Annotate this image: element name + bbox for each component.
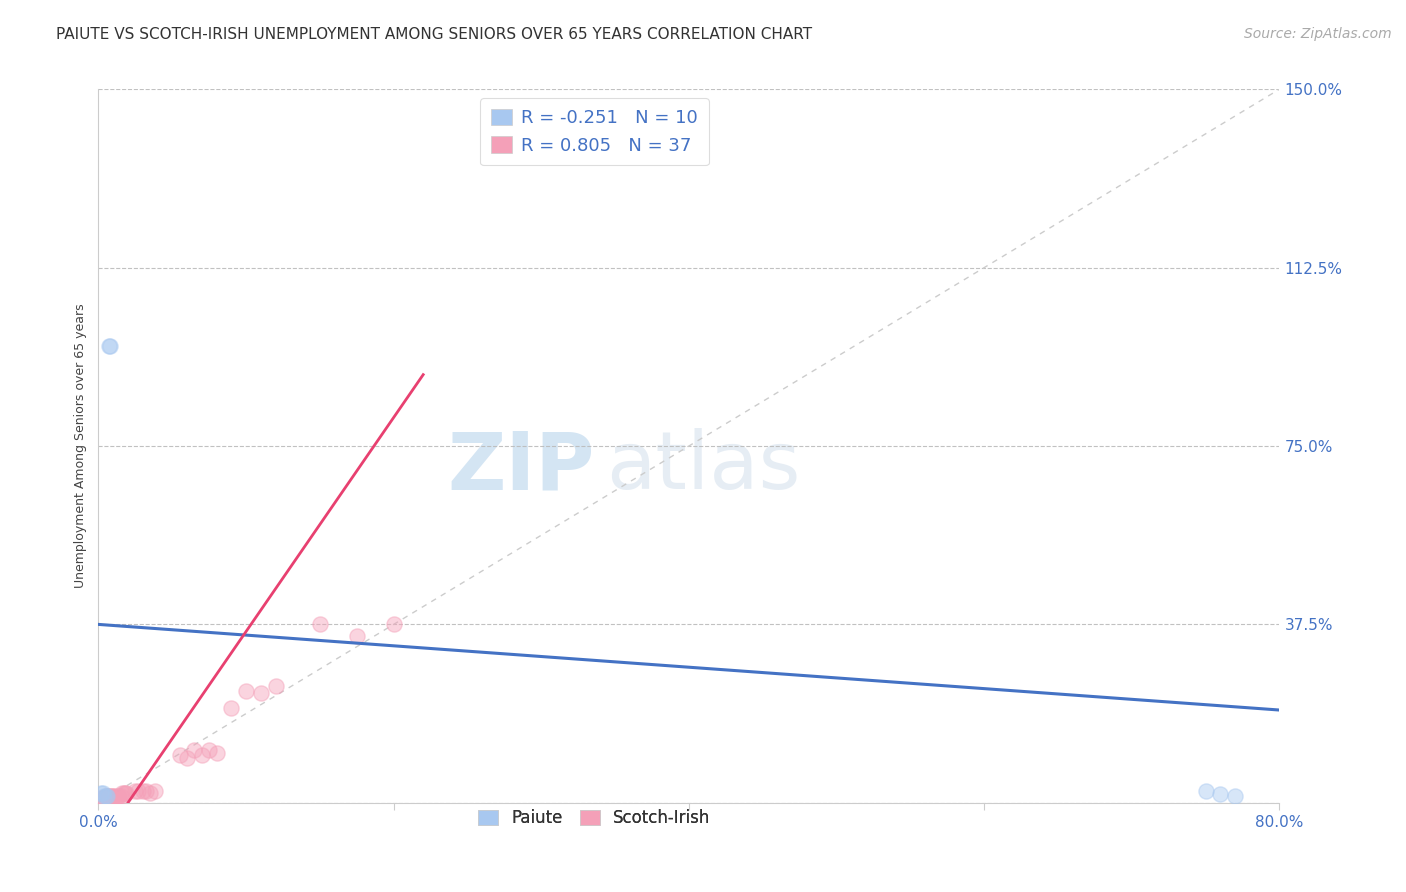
Text: ZIP: ZIP (447, 428, 595, 507)
Point (115, 786, 138, 800)
Legend: Paiute, Scotch-Irish: Paiute, Scotch-Irish (472, 803, 717, 834)
Point (132, 784, 155, 798)
Point (93, 789, 115, 803)
Point (97, 789, 120, 803)
Text: PAIUTE VS SCOTCH-IRISH UNEMPLOYMENT AMONG SENIORS OVER 65 YEARS CORRELATION CHAR: PAIUTE VS SCOTCH-IRISH UNEMPLOYMENT AMON… (56, 27, 813, 42)
Point (235, 684, 257, 698)
Point (90, 786, 112, 800)
Text: Source: ZipAtlas.com: Source: ZipAtlas.com (1244, 27, 1392, 41)
Point (176, 750, 198, 764)
Point (346, 629, 368, 643)
Point (112, 786, 135, 800)
Point (124, 784, 146, 798)
Point (139, 786, 162, 800)
Point (91, 786, 114, 800)
Point (108, 789, 131, 803)
Point (205, 746, 228, 760)
Point (382, 617, 405, 632)
Point (191, 748, 214, 763)
Point (143, 784, 166, 798)
Point (110, 789, 132, 803)
Point (93, 791, 115, 805)
Point (111, 786, 134, 800)
Text: atlas: atlas (606, 428, 800, 507)
Point (221, 700, 243, 714)
Point (1225, 789, 1247, 803)
Point (90, 791, 112, 805)
Point (97, 339, 120, 353)
Point (100, 789, 122, 803)
Point (127, 784, 149, 798)
Point (183, 743, 205, 757)
Point (104, 789, 127, 803)
Point (94, 789, 117, 803)
Point (198, 743, 221, 757)
Point (107, 789, 129, 803)
Point (94, 789, 117, 803)
Point (309, 617, 332, 632)
Point (96, 789, 118, 803)
Point (264, 679, 287, 693)
Point (105, 790, 128, 805)
Point (169, 748, 191, 763)
Point (91, 791, 114, 805)
Point (135, 784, 157, 798)
Point (1195, 784, 1218, 798)
Point (98, 789, 121, 803)
Point (114, 786, 136, 800)
Point (103, 789, 125, 803)
Point (1209, 787, 1232, 801)
Point (96, 789, 118, 803)
Y-axis label: Unemployment Among Seniors over 65 years: Unemployment Among Seniors over 65 years (75, 303, 87, 589)
Point (250, 686, 273, 700)
Point (98, 339, 121, 353)
